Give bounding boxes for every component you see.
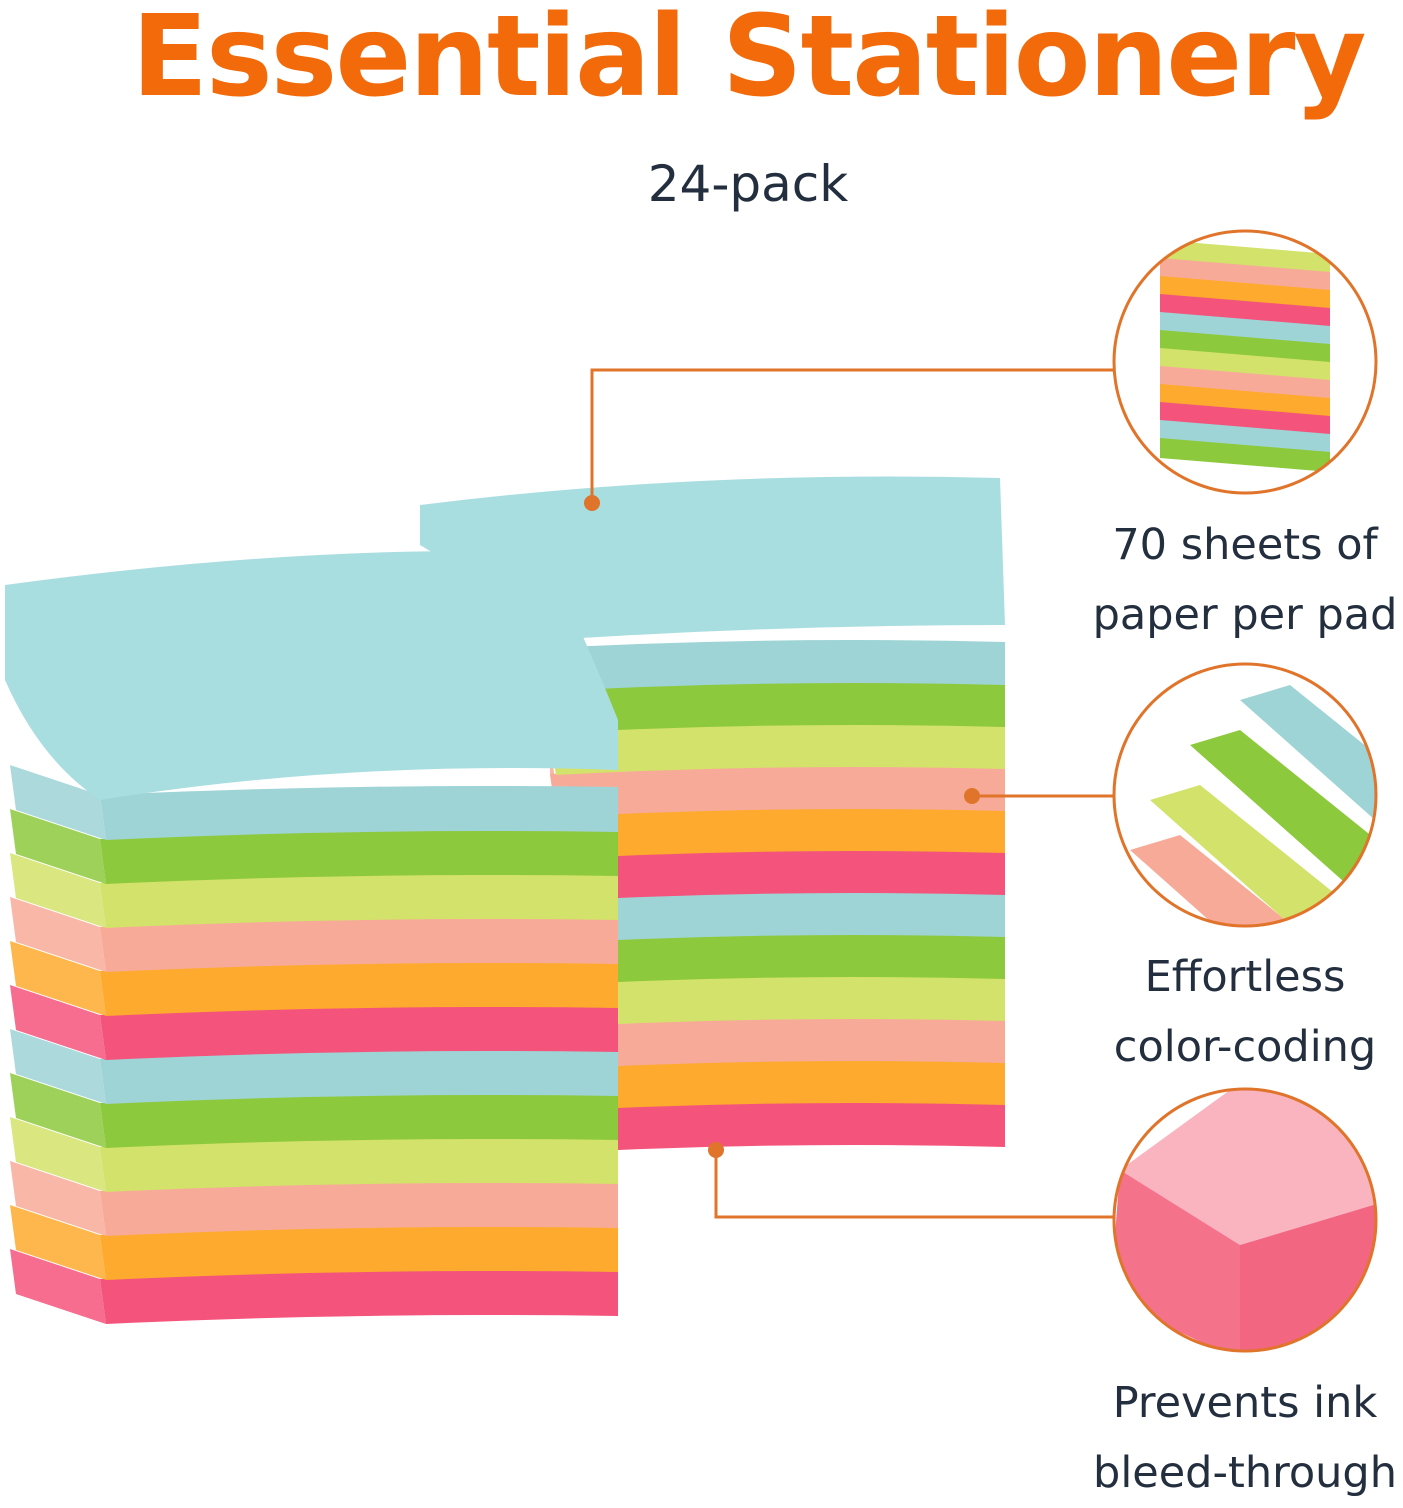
pad-top xyxy=(1120,1090,1375,1245)
pad-band xyxy=(1160,420,1330,454)
sticky-pad-band xyxy=(100,1138,618,1192)
callout-ring xyxy=(1112,229,1378,495)
sticky-pad-band xyxy=(550,724,1005,775)
sticky-pad-band xyxy=(550,934,1005,985)
callout-ring xyxy=(1112,1087,1378,1353)
callout-ring xyxy=(1112,662,1378,928)
pad-band xyxy=(1160,294,1330,328)
pad-band xyxy=(1160,366,1330,400)
sticky-pad-band xyxy=(550,1018,1005,1069)
sticky-pad-band xyxy=(550,640,1005,691)
sticky-pad-band xyxy=(550,976,1005,1027)
pad-layer xyxy=(1130,835,1360,925)
sticky-pad-band xyxy=(550,1060,1005,1111)
pink-pad-corner-icon xyxy=(1115,1090,1375,1350)
feature-caption-color-coding: Effortless color-coding xyxy=(1085,942,1403,1082)
caption-line: 70 sheets of xyxy=(1112,520,1378,570)
sticky-pad-side xyxy=(10,1073,106,1148)
feature-caption-bleed-through: Prevents ink bleed-through xyxy=(1085,1368,1403,1508)
sticky-pad-stack-closeup-icon xyxy=(1115,232,1375,492)
leader-dot xyxy=(584,495,600,511)
page-title: Essential Stationery xyxy=(131,0,1366,122)
sticky-pad-band xyxy=(100,1182,618,1236)
pad-band xyxy=(1160,402,1330,436)
pad-band xyxy=(1160,276,1330,310)
sticky-pad-band xyxy=(550,850,1005,901)
sticky-pad-top xyxy=(5,550,618,800)
sticky-pad-band xyxy=(100,1226,618,1280)
pad-band xyxy=(1160,384,1330,418)
sticky-pad-side xyxy=(10,897,106,972)
caption-line: Prevents ink xyxy=(1112,1378,1378,1428)
leader-dot xyxy=(708,1142,724,1158)
sticky-pad-band xyxy=(100,1094,618,1148)
sticky-pad-side xyxy=(10,1029,106,1104)
feature-caption-sheets: 70 sheets of paper per pad xyxy=(1085,510,1403,650)
pad-band xyxy=(1160,240,1330,274)
sticky-pad-band xyxy=(550,766,1005,817)
caption-line: Effortless xyxy=(1144,952,1346,1002)
caption-line: color-coding xyxy=(1113,1022,1377,1072)
sticky-pad-band xyxy=(550,1102,1005,1153)
callout-circles xyxy=(1112,229,1378,1353)
sticky-pad-side xyxy=(10,1249,106,1324)
sticky-pad-side xyxy=(10,809,106,884)
sticky-pad-side xyxy=(10,941,106,1016)
caption-line: paper per pad xyxy=(1092,590,1398,640)
sticky-pad-band xyxy=(100,830,618,884)
sticky-pad-band xyxy=(100,1050,618,1104)
sticky-pad-band xyxy=(550,682,1005,733)
sticky-pad-side xyxy=(10,1205,106,1280)
leader-dot xyxy=(964,788,980,804)
pad-layer xyxy=(1240,685,1375,860)
sticky-pad-band xyxy=(100,918,618,972)
sticky-pad-side xyxy=(10,985,106,1060)
sticky-pad-side xyxy=(10,765,106,840)
pad-band xyxy=(1160,330,1330,364)
caption-line: bleed-through xyxy=(1093,1448,1397,1498)
sticky-pad-side xyxy=(10,1161,106,1236)
leader-line xyxy=(714,1150,1113,1219)
sticky-pad-band xyxy=(100,874,618,928)
sticky-pad-side xyxy=(10,853,106,928)
sticky-pad-band xyxy=(100,786,618,840)
pad-band xyxy=(1160,258,1330,292)
page-subtitle: 24-pack xyxy=(647,155,849,213)
sticky-note-stack-front xyxy=(5,550,618,1324)
sticky-pad-band xyxy=(100,962,618,1016)
sticky-pad-band xyxy=(550,808,1005,859)
pad-band xyxy=(1160,312,1330,346)
pad-band xyxy=(1160,348,1330,382)
leader-line xyxy=(590,368,1113,503)
pad-band xyxy=(1160,438,1330,472)
sticky-pad-band xyxy=(100,1270,618,1324)
sticky-pad-band xyxy=(100,1006,618,1060)
sticky-pad-band xyxy=(550,892,1005,943)
sticky-pad-side xyxy=(10,1117,106,1192)
callout-leader-lines xyxy=(584,368,1113,1219)
